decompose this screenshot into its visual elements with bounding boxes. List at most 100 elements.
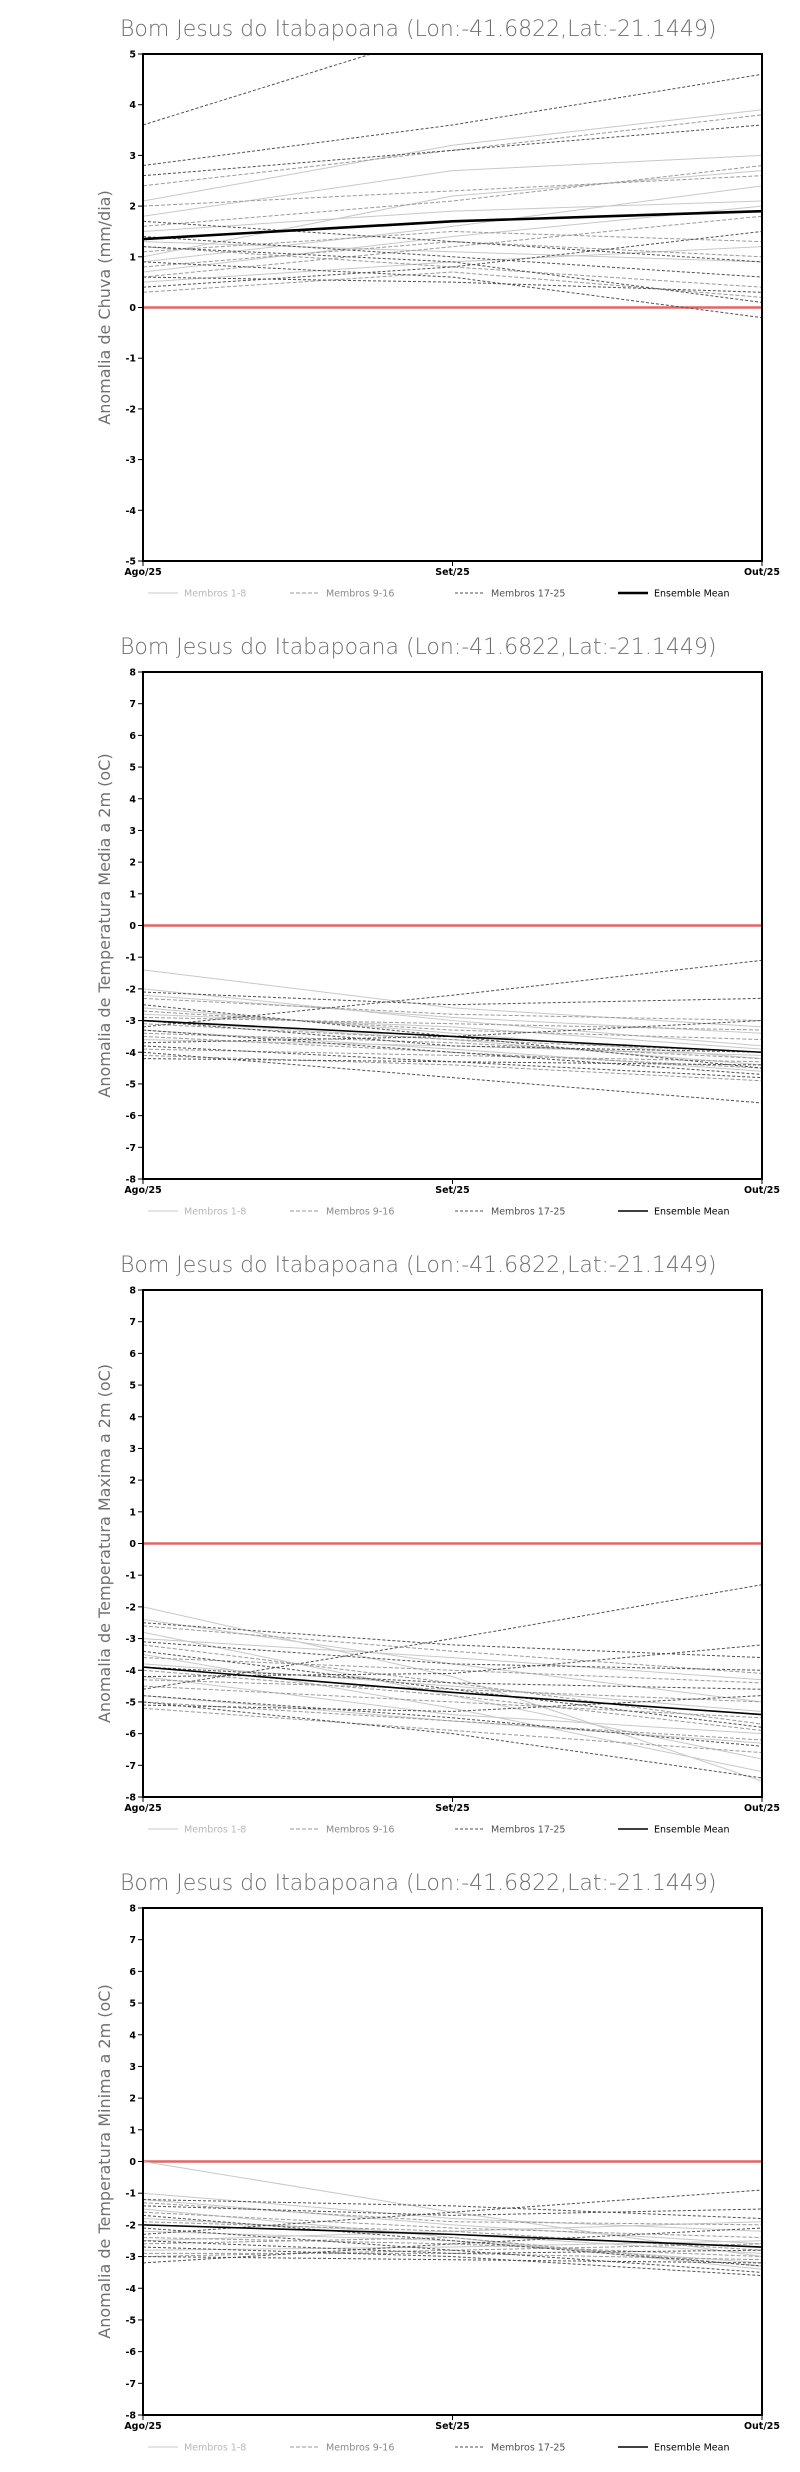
member-line-15 <box>143 2237 762 2267</box>
y-axis-label: Anomalia de Temperatura Minima a 2m (oC) <box>95 1984 114 2338</box>
member-line-22 <box>143 1058 762 1066</box>
member-line-20 <box>143 220 762 263</box>
y-tick-label: -1 <box>125 1571 136 1582</box>
member-line-5 <box>143 1638 762 1681</box>
y-tick-label: -4 <box>125 506 136 517</box>
y-tick-label: 4 <box>129 794 136 805</box>
member-line-20 <box>143 1045 762 1079</box>
member-line-14 <box>143 1054 762 1082</box>
y-tick-label: 0 <box>129 921 136 932</box>
y-tick-label: -2 <box>125 984 136 995</box>
y-tick-label: -3 <box>125 2252 136 2263</box>
member-line-21 <box>143 1650 762 1728</box>
x-tick-label: Ago/25 <box>124 2421 161 2432</box>
plot-frame <box>142 1289 763 1798</box>
y-tick-label: 4 <box>129 2030 136 2041</box>
y-tick-label: -8 <box>125 2411 136 2422</box>
y-tick-label: -5 <box>125 1079 136 1090</box>
member-line-7 <box>143 109 762 202</box>
y-tick-label: 1 <box>129 1507 136 1518</box>
member-line-15 <box>143 1625 762 1674</box>
member-line-9 <box>143 2211 762 2239</box>
chart-title: Bom Jesus do Itabapoana (Lon:-41.6822,La… <box>120 17 716 42</box>
legend-label-3: Membros 17-25 <box>491 1207 565 1218</box>
member-line-11 <box>143 2252 762 2261</box>
x-tick-label: Ago/25 <box>124 1185 161 1196</box>
legend-label-3: Membros 17-25 <box>491 1825 565 1836</box>
y-axis-label: Anomalia de Temperatura Media a 2m (oC) <box>95 753 114 1097</box>
legend-label-4: Ensemble Mean <box>654 1207 730 1218</box>
member-line-24 <box>143 1020 762 1044</box>
member-line-19 <box>143 1701 762 1779</box>
member-line-12 <box>143 1657 762 1684</box>
member-line-25 <box>143 1029 762 1075</box>
y-tick-label: 1 <box>129 889 136 900</box>
y-tick-label: 2 <box>129 1476 136 1487</box>
y-tick-label: -6 <box>125 1729 136 1740</box>
member-line-25 <box>143 1641 762 1671</box>
y-tick-label: 5 <box>129 50 136 61</box>
x-tick-label: Out/25 <box>744 1185 780 1196</box>
member-line-23 <box>143 230 762 288</box>
member-line-3 <box>143 1653 762 1773</box>
legend-label-1: Membros 1-8 <box>184 589 246 600</box>
y-tick-label: 5 <box>129 1999 136 2010</box>
y-tick-label: 0 <box>129 303 136 314</box>
y-tick-label: -3 <box>125 455 136 466</box>
y-tick-label: 8 <box>129 668 136 679</box>
legend-label-2: Membros 9-16 <box>326 1207 394 1218</box>
legend-label-4: Ensemble Mean <box>654 1825 730 1836</box>
plot-frame <box>142 1907 763 2416</box>
member-line-15 <box>143 165 762 227</box>
y-tick-label: 4 <box>129 1412 136 1423</box>
x-tick-label: Set/25 <box>435 1185 470 1196</box>
y-tick-label: -1 <box>125 354 136 365</box>
member-line-18 <box>143 73 762 167</box>
member-line-4 <box>143 1676 762 1735</box>
member-line-19 <box>143 124 762 177</box>
y-tick-label: 6 <box>129 1967 136 1978</box>
member-line-23 <box>143 2256 762 2264</box>
chart-title: Bom Jesus do Itabapoana (Lon:-41.6822,La… <box>120 635 716 660</box>
y-tick-label: 0 <box>129 2157 136 2168</box>
x-tick-label: Set/25 <box>435 567 470 578</box>
legend-label-4: Ensemble Mean <box>654 589 730 600</box>
member-line-19 <box>143 1051 762 1104</box>
member-line-10 <box>143 1023 762 1053</box>
member-line-1 <box>143 170 762 258</box>
y-tick-label: -2 <box>125 1602 136 1613</box>
plot-frame <box>142 53 763 562</box>
ensemble-mean-line <box>143 2224 762 2248</box>
ensemble-mean-line <box>143 209 762 241</box>
y-tick-label: 2 <box>129 2094 136 2105</box>
y-tick-label: -5 <box>125 2315 136 2326</box>
member-line-8 <box>143 1663 762 1712</box>
member-line-18 <box>143 2205 762 2216</box>
member-line-9 <box>143 175 762 207</box>
chart-panel-4: Bom Jesus do Itabapoana (Lon:-41.6822,La… <box>0 1854 800 2472</box>
member-line-15 <box>143 1016 762 1031</box>
plot-frame <box>142 671 763 1180</box>
y-tick-label: -3 <box>125 1016 136 1027</box>
y-tick-label: 1 <box>129 2125 136 2136</box>
y-tick-label: 2 <box>129 858 136 869</box>
member-line-12 <box>143 1010 762 1041</box>
legend-label-4: Ensemble Mean <box>654 2443 730 2454</box>
member-line-6 <box>143 1695 762 1744</box>
member-line-25 <box>143 2199 762 2220</box>
member-line-21 <box>143 246 762 303</box>
member-line-21 <box>143 2214 762 2267</box>
y-tick-label: -8 <box>125 1793 136 1804</box>
member-line-2 <box>143 1631 762 1760</box>
y-tick-label: 7 <box>129 699 136 710</box>
member-line-2 <box>143 200 762 232</box>
y-tick-label: -1 <box>125 2189 136 2200</box>
member-line-19 <box>143 2227 762 2264</box>
member-line-10 <box>143 1685 762 1719</box>
chart-svg-1: Bom Jesus do Itabapoana (Lon:-41.6822,La… <box>95 17 780 600</box>
y-tick-label: 3 <box>129 1444 136 1455</box>
member-line-13 <box>143 230 762 253</box>
ensemble-mean-line <box>143 1019 762 1054</box>
y-tick-label: 3 <box>129 151 136 162</box>
x-tick-label: Ago/25 <box>124 1803 161 1814</box>
